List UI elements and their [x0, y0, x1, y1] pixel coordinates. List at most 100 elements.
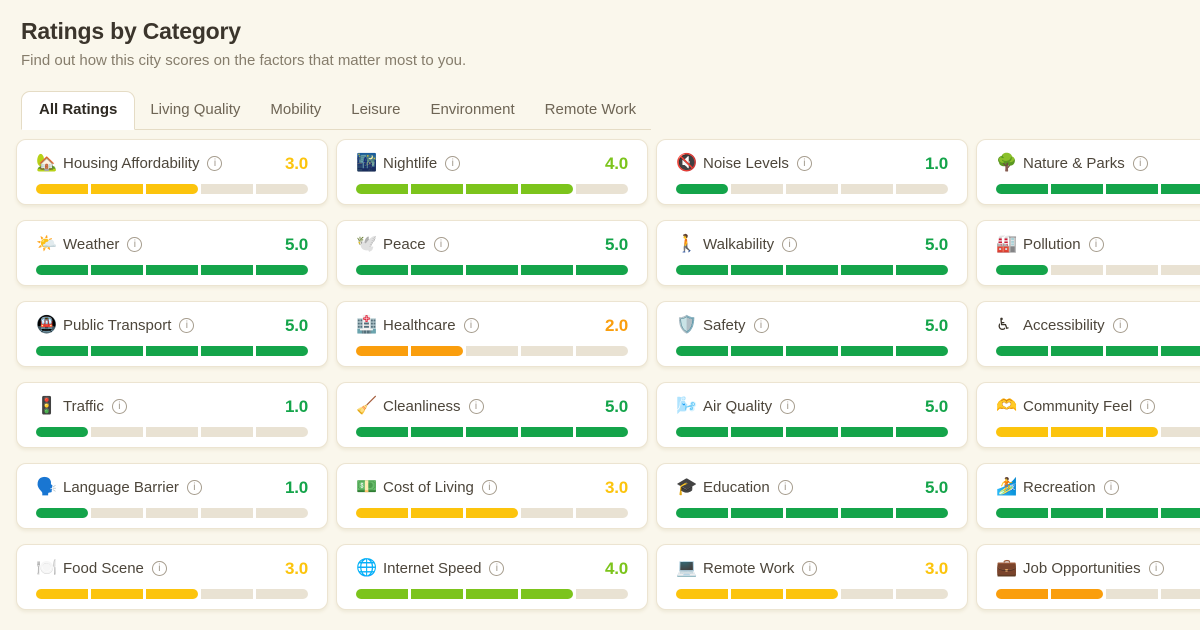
info-icon[interactable]: i — [433, 237, 449, 252]
info-icon[interactable]: i — [127, 237, 143, 252]
muted-speaker-icon: 🔇 — [676, 153, 698, 173]
bar-segment-filled — [411, 346, 463, 356]
bar-segment-filled — [146, 346, 198, 356]
rating-value: 1.0 — [284, 396, 308, 416]
info-icon[interactable]: i — [1103, 480, 1119, 495]
shield-icon: 🛡️ — [676, 315, 698, 335]
card-header: 🧹 Cleanliness i 5.0 — [356, 396, 628, 417]
rating-value: 3.0 — [604, 477, 628, 497]
bar-segment-empty — [256, 427, 308, 437]
globe-icon: 🌐 — [356, 558, 378, 578]
bar-segment-filled — [786, 589, 838, 599]
bar-segment-filled — [786, 508, 838, 518]
rating-card-recreation: 🏄Recreationi5.0 — [976, 463, 1200, 529]
info-icon[interactable]: i — [481, 480, 497, 495]
category-label: Peace — [383, 236, 426, 253]
rating-card-peace: 🕊️ Peace i 5.0 — [336, 220, 648, 286]
info-icon[interactable]: i — [151, 561, 167, 576]
bar-segment-filled — [356, 184, 408, 194]
info-icon[interactable]: i — [468, 399, 484, 414]
bar-segment-empty — [1161, 427, 1200, 437]
bar-segment-empty — [91, 508, 143, 518]
tab-mobility[interactable]: Mobility — [270, 101, 322, 118]
bar-segment-empty — [1161, 265, 1200, 275]
bar-segment-empty — [521, 508, 573, 518]
info-icon[interactable]: i — [802, 561, 818, 576]
bar-segment-empty — [201, 589, 253, 599]
card-header: 🏥 Healthcare i 2.0 — [356, 315, 628, 336]
info-icon[interactable]: i — [489, 561, 505, 576]
bar-segment-filled — [1106, 427, 1158, 437]
card-header: 🎓 Education i 5.0 — [676, 477, 948, 498]
card-header: 🌐 Internet Speed i 4.0 — [356, 558, 628, 579]
rating-bar — [996, 427, 1200, 437]
bar-segment-filled — [841, 265, 893, 275]
info-icon[interactable]: i — [796, 156, 812, 171]
rating-card-weather: 🌤️ Weather i 5.0 — [16, 220, 328, 286]
rating-card-public-transport: 🚇 Public Transport i 5.0 — [16, 301, 328, 367]
info-icon[interactable]: i — [111, 399, 127, 414]
rating-bar — [676, 508, 948, 518]
info-icon[interactable]: i — [207, 156, 223, 171]
card-header: 🚦 Traffic i 1.0 — [36, 396, 308, 417]
info-icon[interactable]: i — [463, 318, 479, 333]
info-icon[interactable]: i — [1140, 399, 1156, 414]
category-label: Accessibility — [1023, 317, 1105, 334]
bar-segment-filled — [841, 346, 893, 356]
info-icon[interactable]: i — [179, 318, 195, 333]
info-icon[interactable]: i — [186, 480, 202, 495]
tab-leisure[interactable]: Leisure — [351, 101, 401, 118]
tab-living-quality[interactable]: Living Quality — [150, 101, 241, 118]
category-label: Cost of Living — [383, 479, 474, 496]
bar-segment-filled — [1051, 508, 1103, 518]
rating-bar — [356, 589, 628, 599]
info-icon[interactable]: i — [782, 237, 798, 252]
rating-card-cleanliness: 🧹 Cleanliness i 5.0 — [336, 382, 648, 448]
bar-segment-filled — [1106, 184, 1158, 194]
info-icon[interactable]: i — [753, 318, 769, 333]
bar-segment-filled — [146, 184, 198, 194]
rating-value: 5.0 — [284, 315, 308, 335]
rating-bar — [996, 508, 1200, 518]
info-icon[interactable]: i — [780, 399, 796, 414]
info-icon[interactable]: i — [1112, 318, 1128, 333]
rating-value: 3.0 — [924, 558, 948, 578]
category-label: Remote Work — [703, 560, 795, 577]
bar-segment-filled — [411, 589, 463, 599]
bar-segment-filled — [411, 427, 463, 437]
bar-segment-filled — [201, 265, 253, 275]
tab-remote-work[interactable]: Remote Work — [544, 101, 637, 118]
info-icon[interactable]: i — [1132, 156, 1148, 171]
rating-value: 4.0 — [604, 153, 628, 173]
rating-value: 5.0 — [924, 477, 948, 497]
page-title: Ratings by Category — [21, 18, 241, 44]
rating-value: 5.0 — [604, 396, 628, 416]
rating-bar — [36, 589, 308, 599]
bar-segment-filled — [91, 265, 143, 275]
bar-segment-filled — [896, 508, 948, 518]
bar-segment-filled — [786, 265, 838, 275]
rating-value: 5.0 — [924, 315, 948, 335]
bar-segment-filled — [676, 184, 728, 194]
bar-segment-filled — [356, 508, 408, 518]
tab-all-ratings[interactable]: All Ratings — [21, 91, 136, 130]
tab-environment[interactable]: Environment — [430, 101, 515, 118]
card-header: 🚇 Public Transport i 5.0 — [36, 315, 308, 336]
bar-segment-filled — [841, 427, 893, 437]
bar-segment-filled — [996, 427, 1048, 437]
bar-segment-filled — [411, 508, 463, 518]
rating-value: 5.0 — [284, 234, 308, 254]
info-icon[interactable]: i — [1148, 561, 1164, 576]
rating-value: 3.0 — [284, 558, 308, 578]
hospital-icon: 🏥 — [356, 315, 378, 335]
bar-segment-empty — [1106, 589, 1158, 599]
info-icon[interactable]: i — [1088, 237, 1104, 252]
rating-bar — [36, 265, 308, 275]
bar-segment-filled — [676, 346, 728, 356]
rating-card-remote-work: 💻 Remote Work i 3.0 — [656, 544, 968, 610]
info-icon[interactable]: i — [445, 156, 461, 171]
info-icon[interactable]: i — [777, 480, 793, 495]
bar-segment-filled — [411, 265, 463, 275]
bar-segment-filled — [676, 427, 728, 437]
category-label: Healthcare — [383, 317, 456, 334]
